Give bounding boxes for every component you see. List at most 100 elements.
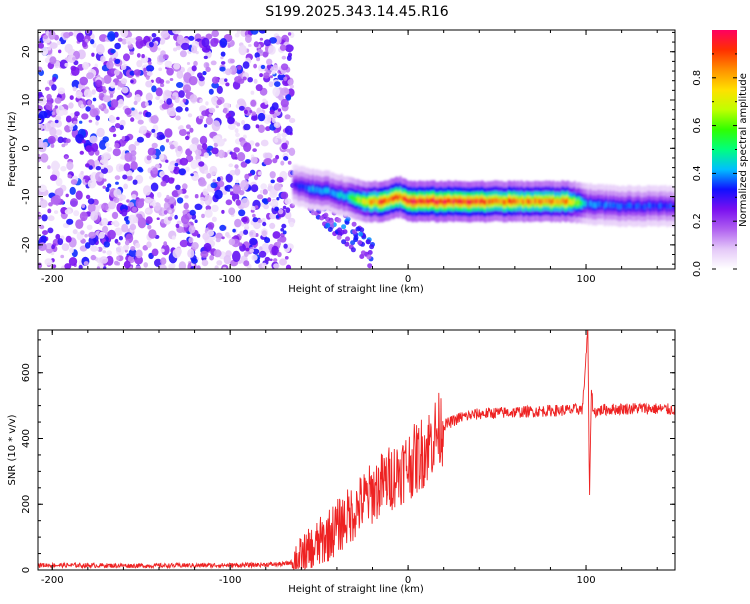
noise-speckle (54, 105, 58, 109)
band-segment (369, 199, 372, 205)
band-segment (559, 199, 562, 205)
noise-speckle (211, 120, 221, 132)
noise-speckle (287, 32, 292, 36)
band-segment (598, 201, 601, 207)
spectrogram-noise-region (38, 30, 375, 269)
noise-speckle (129, 51, 134, 55)
noise-speckle (101, 202, 109, 211)
band-segment (456, 198, 459, 204)
noise-speckle (168, 263, 174, 269)
noise-speckle (64, 62, 69, 67)
band-segment (621, 203, 624, 209)
noise-speckle (123, 53, 130, 62)
noise-speckle (211, 96, 219, 104)
noise-speckle (251, 254, 258, 261)
spectrogram-x-tick-label: 0 (405, 274, 411, 285)
band-segment (445, 199, 448, 205)
noise-speckle (130, 79, 134, 84)
noise-speckle (285, 211, 292, 220)
noise-speckle (68, 257, 78, 266)
noise-speckle (198, 76, 205, 82)
band-segment (424, 199, 427, 205)
band-segment (514, 199, 518, 205)
noise-speckle (186, 131, 191, 135)
noise-speckle (257, 194, 264, 200)
noise-speckle (150, 115, 159, 124)
band-segment (486, 198, 489, 205)
noise-speckle (156, 217, 160, 220)
colorbar: 0.0 0.2 0.4 0.6 0.8 Normalized spectral ampl… (692, 30, 749, 277)
band-segment (352, 195, 356, 201)
band-segment (643, 203, 646, 210)
noise-speckle (169, 110, 177, 117)
band-segment (338, 192, 342, 199)
noise-speckle (149, 205, 153, 209)
noise-speckle (172, 30, 181, 35)
noise-speckle (244, 173, 250, 180)
noise-speckle (52, 76, 57, 82)
band-segment (466, 199, 470, 205)
noise-speckle (102, 185, 107, 189)
noise-speckle (136, 136, 144, 143)
noise-speckle (51, 111, 55, 116)
band-segment (296, 182, 299, 188)
noise-speckle (268, 81, 274, 88)
noise-speckle (235, 199, 241, 206)
noise-speckle (100, 55, 106, 63)
band-segment (637, 202, 640, 208)
spectrogram-x-tick-label: -100 (219, 274, 242, 285)
noise-speckle (103, 178, 107, 182)
noise-speckle (263, 72, 270, 79)
noise-speckle (213, 249, 222, 258)
noise-speckle (198, 179, 207, 187)
noise-speckle (284, 44, 294, 53)
noise-speckle (243, 134, 247, 139)
noise-speckle (232, 228, 236, 233)
noise-speckle (252, 248, 260, 255)
band-segment (315, 186, 318, 193)
noise-speckle (236, 30, 241, 35)
noise-speckle (243, 229, 249, 235)
band-segment (393, 195, 397, 201)
noise-speckle (69, 247, 74, 254)
noise-speckle (288, 117, 296, 124)
snr-x-tick-label: -100 (219, 575, 242, 586)
noise-speckle (124, 240, 130, 246)
noise-speckle (188, 237, 194, 244)
band-segment (543, 198, 546, 204)
noise-speckle (234, 164, 239, 169)
noise-speckle (165, 80, 170, 84)
band-segment (475, 198, 479, 204)
band-segment (498, 198, 502, 204)
noise-speckle (114, 58, 121, 64)
noise-speckle (211, 216, 217, 222)
band-segment (584, 201, 587, 207)
noise-speckle (193, 60, 198, 67)
noise-speckle (145, 111, 152, 118)
noise-speckle (89, 135, 98, 144)
noise-speckle (284, 125, 293, 135)
noise-speckle (110, 99, 119, 108)
noise-speckle (216, 260, 223, 266)
noise-speckle (189, 127, 194, 133)
noise-speckle (169, 78, 174, 81)
spectrogram-frame (37, 29, 676, 270)
noise-speckle (47, 215, 55, 222)
noise-speckle (151, 142, 158, 149)
band-segment (587, 202, 591, 208)
noise-speckle (64, 208, 72, 215)
band-segment (610, 203, 614, 209)
noise-speckle (141, 54, 145, 59)
band-segment (667, 203, 671, 209)
band-segment (571, 199, 575, 206)
noise-speckle (112, 211, 119, 220)
band-segment (312, 186, 315, 192)
noise-speckle (190, 266, 195, 269)
noise-speckle (272, 231, 281, 239)
band-segment (557, 199, 560, 205)
noise-speckle (234, 33, 240, 38)
snr-y-tick-label: 0 (21, 567, 32, 573)
noise-speckle (85, 194, 91, 200)
band-segment (532, 198, 536, 205)
noise-speckle (196, 265, 201, 269)
